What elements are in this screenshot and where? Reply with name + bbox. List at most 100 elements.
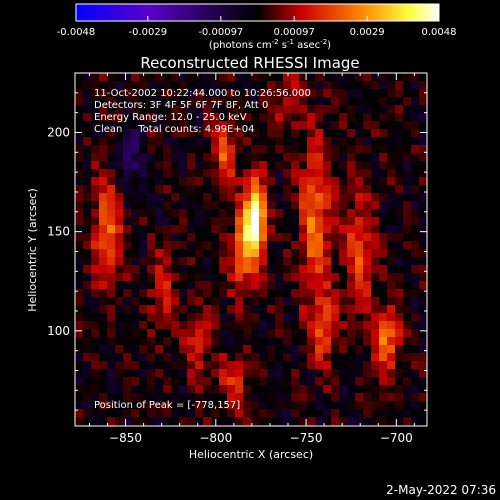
heatmap-cell	[315, 361, 324, 370]
heatmap-cell	[251, 337, 260, 346]
heatmap-cell	[227, 105, 236, 114]
heatmap-cell	[227, 297, 236, 306]
heatmap-cell	[227, 241, 236, 250]
heatmap-cell	[347, 289, 356, 298]
heatmap-cell	[235, 305, 244, 314]
heatmap-cell	[331, 257, 340, 266]
heatmap-cell	[315, 393, 324, 402]
heatmap-cell	[291, 281, 300, 290]
heatmap-cell	[179, 289, 188, 298]
heatmap-cell	[323, 289, 332, 298]
heatmap-cell	[251, 161, 260, 170]
heatmap-cell	[371, 201, 380, 210]
heatmap-cell	[187, 361, 196, 370]
heatmap-cell	[403, 233, 412, 242]
heatmap-cell	[163, 193, 172, 202]
heatmap-cell	[419, 281, 428, 290]
heatmap-cell	[259, 137, 268, 146]
heatmap-cell	[91, 297, 100, 306]
heatmap-cell	[219, 345, 228, 354]
heatmap-cell	[235, 217, 244, 226]
heatmap-cell	[315, 169, 324, 178]
heatmap-cell	[115, 209, 124, 218]
heatmap-cell	[211, 313, 220, 322]
heatmap-cell	[267, 169, 276, 178]
heatmap-cell	[387, 233, 396, 242]
heatmap-cell	[331, 145, 340, 154]
heatmap-cell	[235, 137, 244, 146]
heatmap-cell	[267, 97, 276, 106]
heatmap-cell	[395, 169, 404, 178]
heatmap-cell	[355, 153, 364, 162]
heatmap-cell	[299, 289, 308, 298]
heatmap-cell	[123, 417, 132, 426]
heatmap-cell	[147, 105, 156, 114]
heatmap-cell	[267, 313, 276, 322]
heatmap-cell	[131, 209, 140, 218]
heatmap-cell	[99, 321, 108, 330]
heatmap-cell	[251, 177, 260, 186]
heatmap-cell	[299, 265, 308, 274]
heatmap-cell	[395, 89, 404, 98]
heatmap-cell	[115, 305, 124, 314]
heatmap-cell	[395, 305, 404, 314]
heatmap-cell	[203, 297, 212, 306]
heatmap-cell	[395, 313, 404, 322]
heatmap-cell	[227, 177, 236, 186]
heatmap-cell	[331, 89, 340, 98]
heatmap-cell	[275, 145, 284, 154]
heatmap-cell	[235, 153, 244, 162]
heatmap-cell	[123, 297, 132, 306]
heatmap-cell	[283, 313, 292, 322]
heatmap-cell	[379, 89, 388, 98]
heatmap-cell	[203, 113, 212, 122]
heatmap-cell	[307, 393, 316, 402]
heatmap-cell	[91, 161, 100, 170]
heatmap-cell	[227, 401, 236, 410]
heatmap-cell	[131, 281, 140, 290]
heatmap-cell	[203, 81, 212, 90]
heatmap-cell	[139, 289, 148, 298]
heatmap-cell	[411, 265, 420, 274]
heatmap-cell	[387, 153, 396, 162]
heatmap-cell	[355, 305, 364, 314]
heatmap-cell	[259, 257, 268, 266]
heatmap-cell	[371, 161, 380, 170]
heatmap-cell	[75, 241, 84, 250]
heatmap-cell	[283, 305, 292, 314]
heatmap-cell	[163, 361, 172, 370]
heatmap-cell	[115, 105, 124, 114]
heatmap-cell	[195, 265, 204, 274]
heatmap-cell	[211, 233, 220, 242]
heatmap-cell	[227, 121, 236, 130]
heatmap-cell	[243, 409, 252, 418]
heatmap-cell	[251, 289, 260, 298]
heatmap-cell	[347, 305, 356, 314]
heatmap-cell	[275, 321, 284, 330]
heatmap-cell	[187, 105, 196, 114]
heatmap-cell	[91, 177, 100, 186]
heatmap-cell	[139, 137, 148, 146]
heatmap-cell	[331, 361, 340, 370]
heatmap-cell	[123, 361, 132, 370]
heatmap-cell	[227, 337, 236, 346]
heatmap-cell	[211, 201, 220, 210]
heatmap-cell	[371, 321, 380, 330]
heatmap-cell	[99, 129, 108, 138]
heatmap-cell	[323, 249, 332, 258]
heatmap-cell	[123, 409, 132, 418]
heatmap-cell	[275, 73, 284, 82]
heatmap-cell	[419, 313, 428, 322]
heatmap-cell	[139, 97, 148, 106]
heatmap-cell	[291, 193, 300, 202]
heatmap-cell	[107, 409, 116, 418]
heatmap-cell	[195, 337, 204, 346]
heatmap-cell	[235, 369, 244, 378]
heatmap-cell	[235, 129, 244, 138]
heatmap-cell	[203, 209, 212, 218]
heatmap-cell	[123, 265, 132, 274]
heatmap-cell	[331, 289, 340, 298]
heatmap-cell	[195, 185, 204, 194]
heatmap-cell	[267, 193, 276, 202]
heatmap-cell	[371, 129, 380, 138]
